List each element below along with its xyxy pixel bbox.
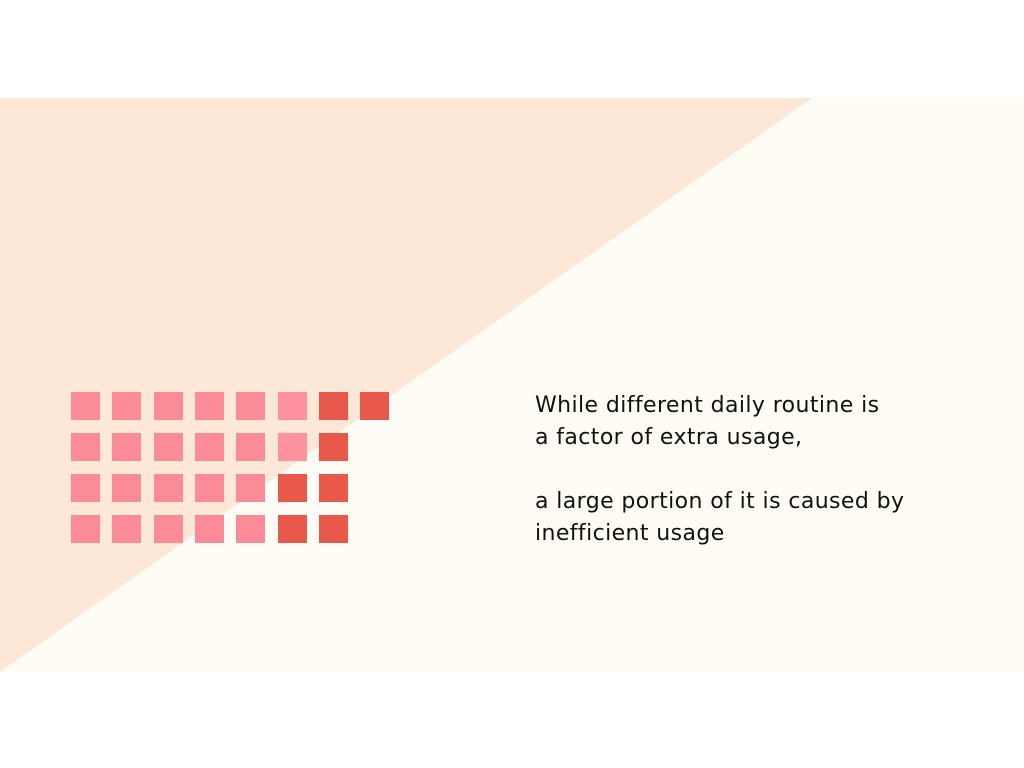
waffle-cell	[195, 433, 224, 461]
waffle-cell	[319, 474, 348, 502]
waffle-cell	[278, 392, 307, 420]
waffle-cell	[71, 392, 100, 420]
waffle-cell	[195, 474, 224, 502]
waffle-cell	[112, 474, 141, 502]
waffle-cell	[278, 515, 307, 543]
waffle-cell	[236, 474, 265, 502]
waffle-cell	[112, 515, 141, 543]
line-gap	[535, 454, 995, 486]
statement-line-1: While different daily routine is	[535, 393, 880, 418]
waffle-cell	[112, 392, 141, 420]
waffle-cell	[154, 474, 183, 502]
waffle-cell	[154, 515, 183, 543]
waffle-cell	[195, 392, 224, 420]
waffle-cell	[71, 433, 100, 461]
statement-line-3: a large portion of it is caused by	[535, 489, 905, 514]
statement-line-2: a factor of extra usage,	[535, 425, 803, 450]
waffle-cell	[71, 474, 100, 502]
waffle-cell	[71, 515, 100, 543]
slide: While different daily routine is a facto…	[0, 98, 1024, 672]
waffle-cell	[360, 392, 389, 420]
waffle-cell	[278, 474, 307, 502]
waffle-cell	[319, 433, 348, 461]
waffle-chart	[71, 392, 401, 552]
waffle-cell	[154, 392, 183, 420]
waffle-cell	[236, 392, 265, 420]
slide-background	[0, 98, 1024, 672]
waffle-cell	[195, 515, 224, 543]
waffle-cell	[112, 433, 141, 461]
waffle-cell	[319, 392, 348, 420]
statement-text: While different daily routine is a facto…	[535, 390, 995, 550]
waffle-cell	[278, 433, 307, 461]
statement-line-4: inefficient usage	[535, 521, 725, 546]
waffle-cell	[236, 433, 265, 461]
waffle-cell	[154, 433, 183, 461]
waffle-cell	[319, 515, 348, 543]
waffle-cell	[236, 515, 265, 543]
